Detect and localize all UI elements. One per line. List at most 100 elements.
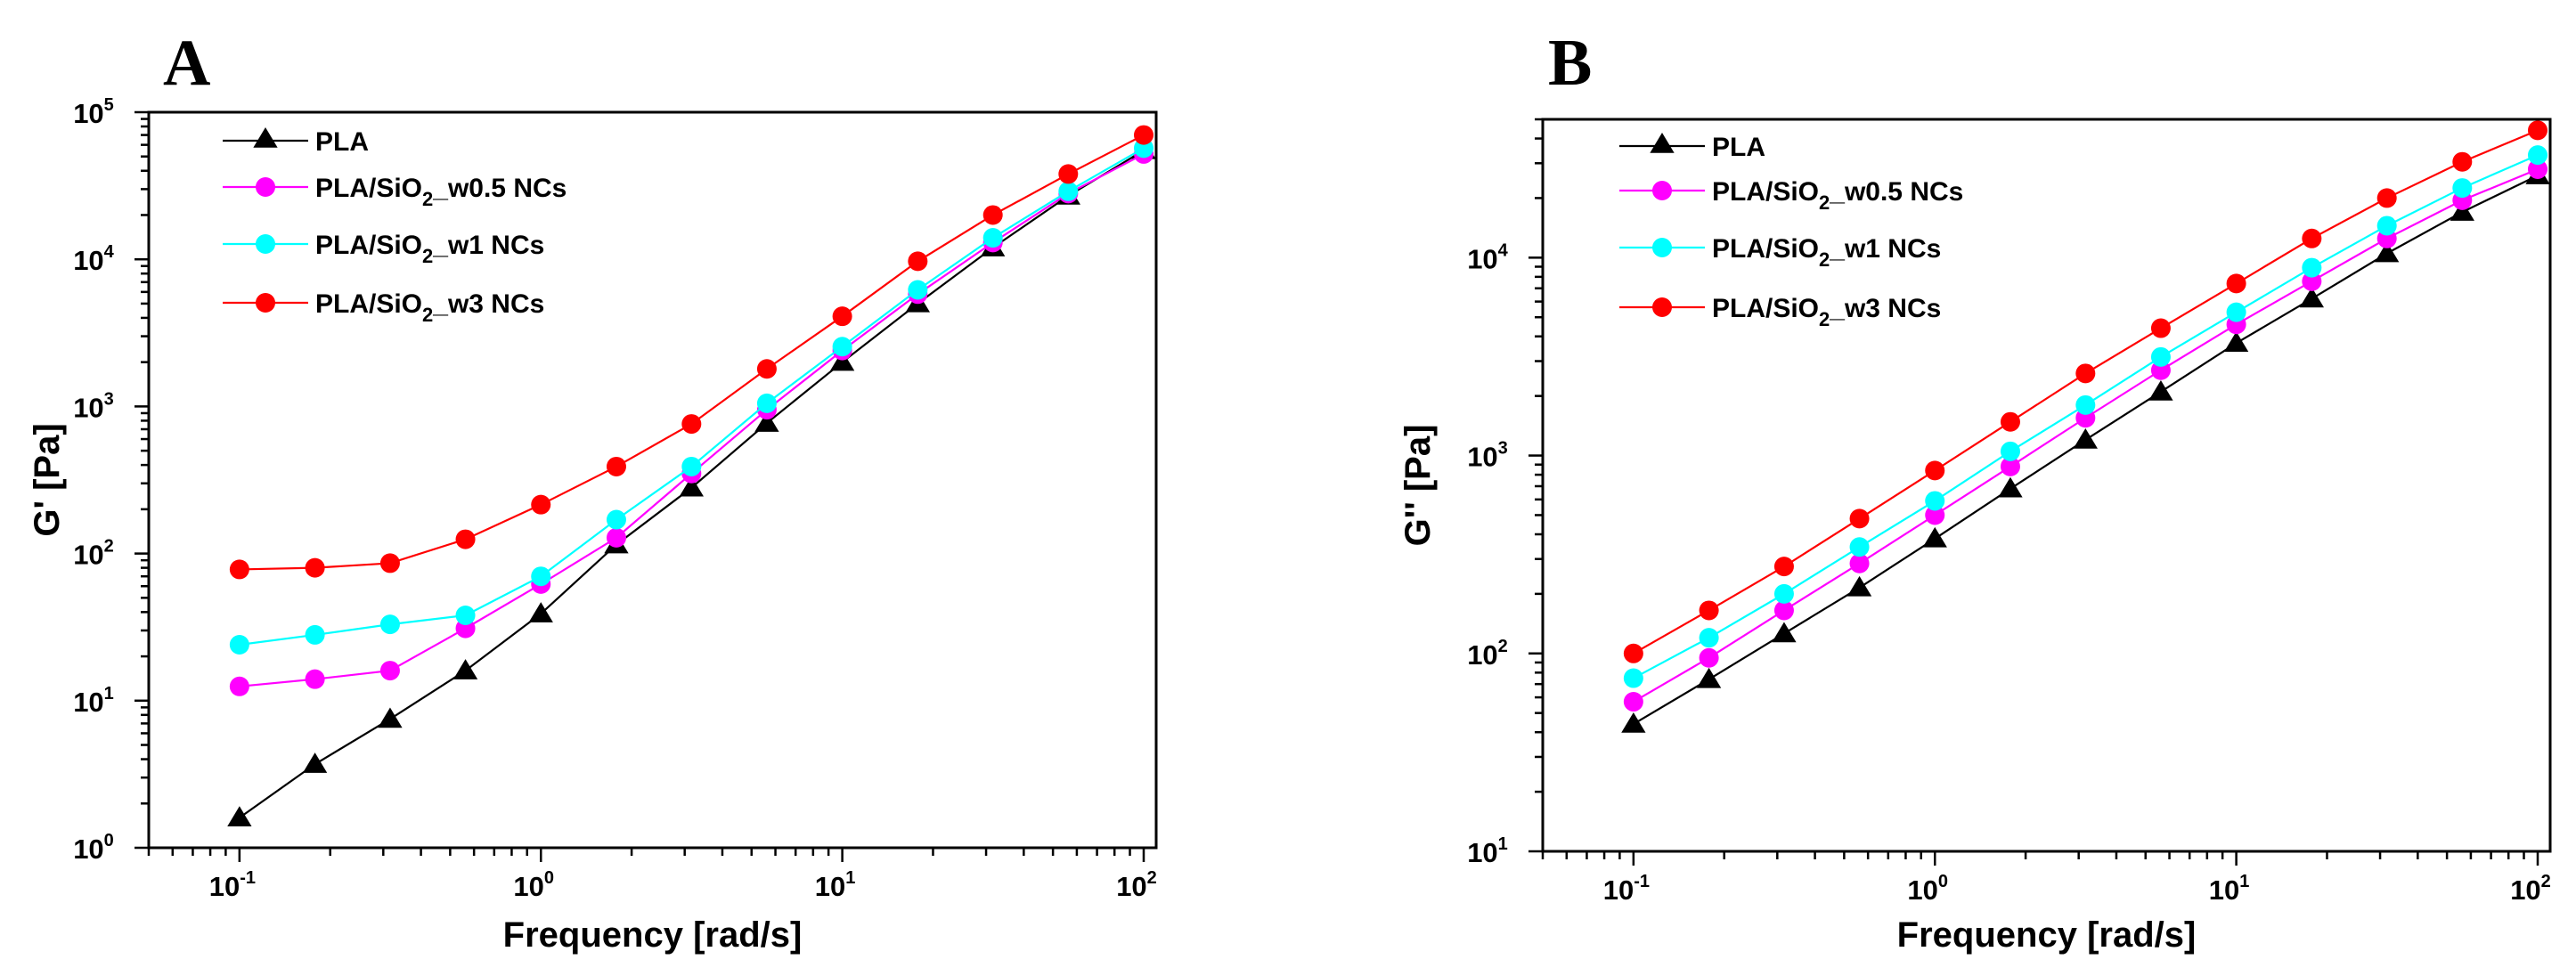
- data-point: [1133, 125, 1153, 145]
- data-point: [531, 566, 551, 587]
- y-tick-label: 103: [1467, 439, 1508, 473]
- legend-item: PLA/SiO2_w1 NCs: [1619, 234, 1941, 271]
- legend-marker: [256, 177, 275, 197]
- data-point: [2302, 228, 2322, 248]
- x-axis-title: Frequency [rad/s]: [1897, 915, 2197, 955]
- data-point: [2150, 318, 2171, 338]
- data-point: [227, 806, 252, 827]
- data-point: [2226, 302, 2246, 322]
- legend-marker: [1652, 238, 1672, 257]
- y-tick-label: 100: [73, 831, 114, 865]
- data-point: [754, 411, 779, 432]
- data-point: [1623, 643, 1643, 663]
- data-point: [681, 414, 702, 435]
- data-point: [1925, 505, 1945, 525]
- panel-letter: B: [1548, 27, 1592, 100]
- data-point: [1621, 712, 1646, 733]
- x-axis-title: Frequency [rad/s]: [503, 915, 803, 955]
- data-point: [2375, 241, 2400, 263]
- data-point: [2302, 271, 2322, 291]
- x-tick-label: 101: [815, 868, 856, 902]
- legend-label: PLA/SiO2_w0.5 NCs: [315, 174, 567, 210]
- legend: PLA PLA/SiO2_w0.5 NCs PLA/SiO2_w1 NCs PLA/S…: [223, 127, 567, 326]
- data-point: [452, 659, 478, 679]
- legend-item: PLA: [223, 127, 369, 157]
- legend-label: PLA/SiO2_w0.5 NCs: [1712, 177, 1963, 214]
- data-point: [1849, 553, 1870, 573]
- data-point: [2148, 379, 2173, 401]
- data-point: [2450, 200, 2474, 221]
- data-point: [455, 529, 476, 549]
- legend-item: PLA/SiO2_w0.5 NCs: [1619, 177, 1963, 214]
- legend-label: PLA/SiO2_w1 NCs: [1712, 234, 1941, 271]
- data-point: [1772, 622, 1797, 643]
- data-point: [2223, 331, 2249, 353]
- data-point: [2150, 346, 2171, 367]
- data-point: [1849, 537, 1870, 557]
- data-point: [379, 553, 400, 573]
- legend-marker: [256, 234, 275, 254]
- data-point: [1773, 600, 1794, 621]
- data-point: [829, 350, 855, 371]
- data-point: [1623, 692, 1643, 712]
- legend-label: PLA/SiO2_w1 NCs: [315, 231, 544, 267]
- data-point: [1058, 181, 1079, 201]
- data-point: [681, 456, 702, 476]
- data-point: [302, 752, 328, 773]
- data-point: [2302, 257, 2322, 278]
- series-pla-sio2-w1-ncs: [229, 138, 1153, 655]
- data-point: [1773, 557, 1794, 577]
- y-tick-label: 104: [1467, 240, 1508, 274]
- y-tick-label: 103: [73, 389, 114, 423]
- data-point: [1925, 491, 1945, 511]
- legend-label: PLA: [1712, 133, 1765, 162]
- plot-frame: [147, 110, 1158, 850]
- data-point: [1699, 628, 1719, 648]
- data-point: [982, 205, 1003, 225]
- data-point: [1925, 460, 1945, 481]
- series-pla-sio2-w3-ncs: [229, 125, 1153, 580]
- data-point: [2527, 120, 2547, 141]
- panel-a: A 10-1 100 101 102 100 101 102 103 104 105 Frequenc…: [28, 27, 1158, 955]
- data-point: [305, 624, 325, 645]
- data-point: [1998, 476, 2023, 498]
- y-tick-label: 102: [1467, 637, 1508, 671]
- data-point: [832, 306, 852, 327]
- x-tick-label: 10-1: [1603, 872, 1650, 906]
- data-point: [982, 228, 1003, 248]
- data-point: [2075, 363, 2096, 384]
- y-tick-label: 101: [73, 684, 114, 718]
- data-point: [832, 337, 852, 357]
- y-tick-label: 101: [1467, 834, 1508, 868]
- data-point: [1699, 647, 1719, 668]
- legend-marker: [1652, 181, 1672, 200]
- panel-b: B 10-1 100 101 102 101 102 103 104 Frequency [rad…: [1398, 27, 2552, 955]
- data-point: [1696, 667, 1722, 688]
- y-axis-title: G'' [Pa]: [1398, 425, 1438, 547]
- legend-marker: [1652, 297, 1672, 317]
- data-point: [2376, 216, 2397, 236]
- x-tick-label: 10-1: [209, 868, 256, 902]
- data-point: [305, 669, 325, 689]
- legend: PLA PLA/SiO2_w0.5 NCs PLA/SiO2_w1 NCs PLA/S…: [1619, 133, 1963, 330]
- x-tick-label: 102: [1116, 868, 1157, 902]
- x-tick-label: 102: [2510, 872, 2551, 906]
- data-point: [606, 527, 626, 548]
- data-point: [1058, 164, 1079, 184]
- data-point: [606, 509, 626, 530]
- data-point: [1849, 508, 1870, 529]
- x-tick-label: 100: [1907, 872, 1948, 906]
- legend-item: PLA/SiO2_w1 NCs: [223, 231, 544, 267]
- legend-label: PLA/SiO2_w3 NCs: [315, 289, 544, 326]
- data-point: [2527, 159, 2547, 179]
- data-point: [1773, 583, 1794, 604]
- data-point: [2299, 287, 2325, 308]
- data-point: [679, 476, 704, 497]
- legend-item: PLA: [1619, 133, 1765, 162]
- legend-marker: [1650, 133, 1675, 153]
- data-point: [531, 494, 551, 515]
- y-tick-label: 102: [73, 537, 114, 571]
- y-tick-label: 104: [73, 242, 114, 276]
